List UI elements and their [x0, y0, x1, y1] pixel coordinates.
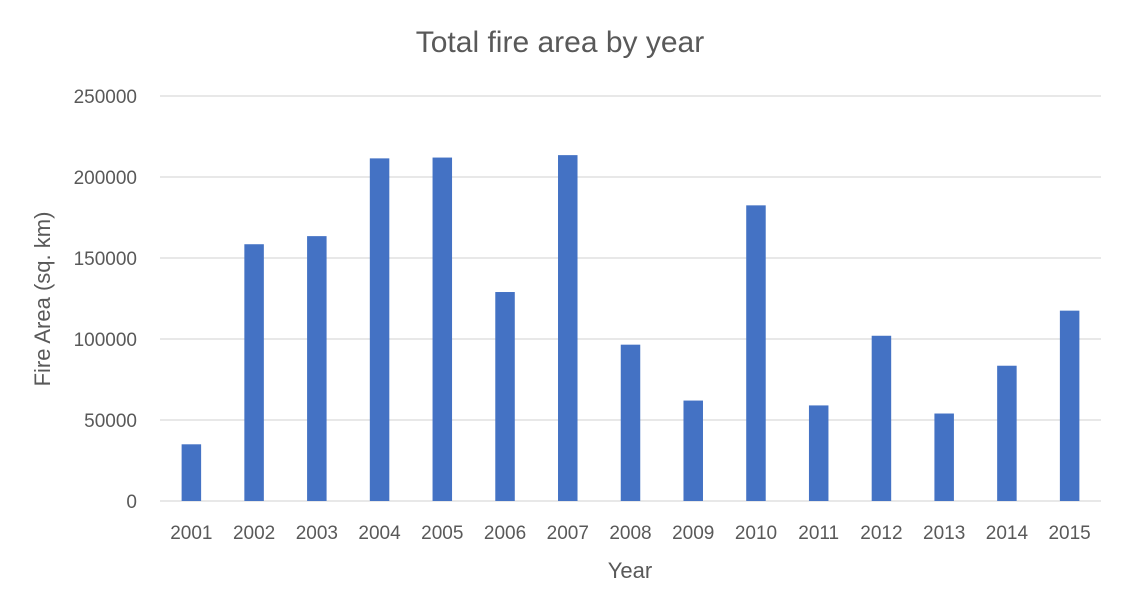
y-tick-label: 200000 [74, 168, 137, 189]
x-tick-label: 2012 [860, 523, 902, 544]
x-tick-label: 2014 [986, 523, 1029, 544]
y-axis-title: Fire Area (sq. km) [30, 212, 55, 387]
bar-2005 [432, 157, 453, 501]
x-tick-label: 2013 [923, 523, 965, 544]
x-tick-label: 2011 [798, 523, 839, 544]
x-tick-label: 2007 [547, 523, 589, 544]
bar-2004 [369, 158, 390, 501]
bar-2011 [808, 405, 829, 501]
bar-2006 [495, 292, 515, 501]
bar-series [181, 155, 1080, 502]
y-tick-label: 50000 [84, 411, 137, 432]
bar-2013 [934, 413, 954, 501]
y-tick-label: 0 [126, 492, 137, 513]
bar-2009 [683, 400, 703, 501]
bar-2007 [558, 155, 578, 501]
bar-2010 [746, 205, 766, 501]
y-tick-label: 100000 [74, 330, 137, 351]
x-axis-title: Year [608, 558, 652, 583]
bar-2014 [997, 365, 1017, 501]
x-tick-label: 2005 [421, 523, 463, 544]
bar-2002 [244, 244, 264, 502]
bar-2001 [181, 444, 202, 501]
y-tick-label: 250000 [74, 87, 137, 108]
x-tick-label: 2010 [735, 523, 777, 544]
bar-2003 [307, 236, 327, 501]
x-tick-label: 2004 [358, 523, 401, 544]
x-axis-ticks: 2001 2002 2003 2004 2005 2006 2007 2008 2009 2010… [170, 523, 1091, 544]
x-tick-label: 2001 [170, 523, 212, 544]
x-tick-label: 2006 [484, 523, 526, 544]
x-tick-label: 2002 [233, 523, 275, 544]
bar-2008 [620, 344, 641, 501]
y-tick-label: 150000 [74, 249, 137, 270]
x-tick-label: 2015 [1048, 523, 1090, 544]
bar-2012 [871, 335, 892, 501]
bar-2015 [1059, 310, 1080, 501]
x-tick-label: 2009 [672, 523, 714, 544]
x-tick-label: 2008 [609, 523, 651, 544]
y-axis-ticks: 0 50000 100000 150000 200000 250000 [74, 87, 137, 513]
x-tick-label: 2003 [296, 523, 338, 544]
chart-title: Total fire area by year [416, 26, 704, 59]
